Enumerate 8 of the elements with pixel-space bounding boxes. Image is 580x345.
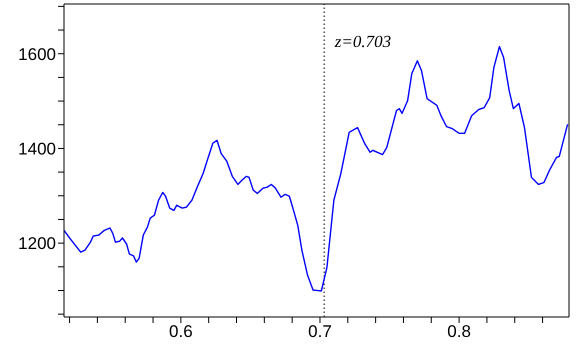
y-tick-label: 1400	[18, 139, 56, 158]
ref-line-label: z=0.703	[334, 32, 392, 52]
x-tick-label: 0.8	[447, 322, 471, 342]
line-series	[64, 46, 568, 292]
y-tick-label: 1200	[18, 234, 56, 254]
x-tick-label: 0.7	[308, 322, 332, 342]
y-tick-label: 1600	[18, 44, 56, 64]
x-tick-label: 0.6	[169, 322, 193, 342]
